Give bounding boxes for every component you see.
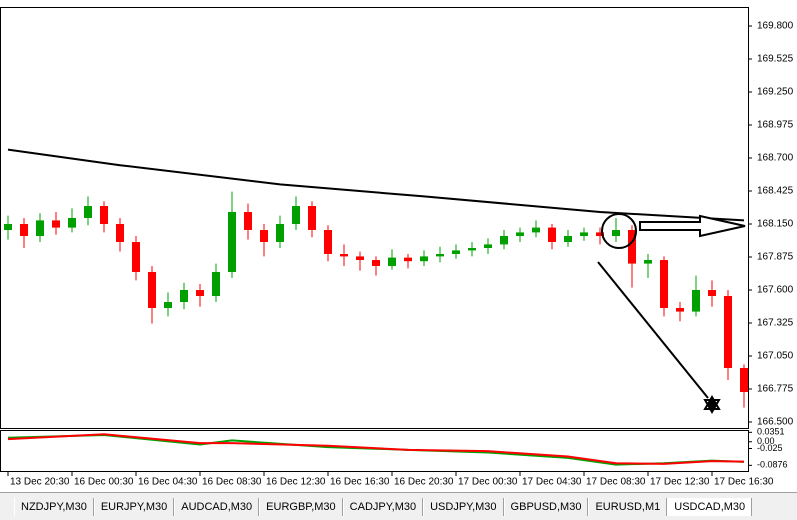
- candle-body: [628, 230, 636, 264]
- y-tick-label: 169.800: [757, 21, 794, 32]
- candle-body: [692, 290, 700, 312]
- moving-average: [7, 148, 745, 222]
- candle-body: [356, 256, 364, 260]
- candle-body: [244, 212, 252, 230]
- candle-body: [532, 227, 540, 233]
- main-frame: [0, 7, 749, 429]
- candle-body: [292, 206, 300, 224]
- star: [703, 399, 721, 414]
- candle-body: [436, 254, 444, 257]
- indicator-tick-label: 0.00: [757, 436, 775, 446]
- candle-body: [212, 272, 220, 296]
- y-tick-label: 169.525: [757, 54, 794, 65]
- y-tick-label: 167.600: [757, 285, 794, 296]
- chart-tab[interactable]: EURUSD,M1: [588, 497, 668, 516]
- y-tick-label: 168.975: [757, 120, 794, 131]
- arrow: [639, 214, 746, 238]
- candle-body: [340, 254, 348, 257]
- y-tick-label: 169.250: [757, 87, 794, 98]
- chart-tab[interactable]: USDJPY,M30: [423, 497, 504, 516]
- x-tick-label: 16 Dec 12:30: [266, 477, 326, 488]
- y-tick-label: 167.325: [757, 318, 794, 329]
- candle-body: [660, 260, 668, 308]
- indicator-line: [7, 433, 745, 465]
- chart-tab[interactable]: AUDCAD,M30: [174, 497, 260, 516]
- tab-bar: NZDJPY,M30 EURJPY,M30 AUDCAD,M30 EURGBP,M30…: [0, 492, 797, 520]
- candle-body: [164, 302, 172, 308]
- candle-body: [260, 230, 268, 242]
- x-tick-label: 17 Dec 16:30: [714, 477, 774, 488]
- annotations: [597, 213, 746, 414]
- chart-tab[interactable]: GBPUSD,M30: [503, 497, 589, 516]
- candle-body: [372, 260, 380, 266]
- candle-body: [228, 212, 236, 272]
- candle-body: [180, 290, 188, 302]
- candle-body: [644, 260, 652, 264]
- candle-body: [564, 236, 572, 242]
- candle-body: [132, 242, 140, 272]
- candle-body: [580, 232, 588, 236]
- candle-body: [516, 232, 524, 236]
- y-tick-label: 168.150: [757, 219, 794, 230]
- candle-body: [484, 244, 492, 248]
- indicator-line: [7, 434, 745, 466]
- candle-body: [20, 224, 28, 236]
- x-tick-label: 17 Dec 00:30: [458, 477, 518, 488]
- candle-body: [36, 220, 44, 236]
- x-tick-label: 17 Dec 04:30: [522, 477, 582, 488]
- candle-body: [196, 290, 204, 296]
- candle-body: [52, 220, 60, 228]
- indicator-tick-label: 0.0351: [757, 427, 785, 437]
- candle-body: [116, 224, 124, 242]
- x-tick-label: 17 Dec 12:30: [650, 477, 710, 488]
- candle-body: [468, 248, 476, 251]
- candle-body: [324, 230, 332, 254]
- candle-body: [404, 257, 412, 262]
- candle-body: [740, 368, 748, 392]
- chart-tab[interactable]: NZDJPY,M30: [14, 497, 94, 516]
- candle-body: [308, 206, 316, 230]
- y-tick-label: 168.425: [757, 186, 794, 197]
- x-tick-label: 16 Dec 16:30: [330, 477, 390, 488]
- candle-body: [4, 224, 12, 230]
- x-tick-label: 16 Dec 04:30: [138, 477, 198, 488]
- indicator-tick-label: -0.0876: [757, 460, 788, 470]
- candle-body: [548, 227, 556, 242]
- star: [703, 395, 721, 410]
- chart: 169.800 169.525 169.250 168.975 168.700 168.4…: [0, 7, 794, 488]
- candle-body: [84, 206, 92, 218]
- candle-body: [388, 257, 396, 266]
- candle-body: [420, 256, 428, 262]
- candle-body: [100, 206, 108, 224]
- candle-body: [596, 232, 604, 236]
- y-tick-label: 166.775: [757, 384, 794, 395]
- candle-body: [276, 224, 284, 242]
- circle: [601, 213, 637, 249]
- candle-body: [452, 250, 460, 254]
- chart-tab[interactable]: EURJPY,M30: [93, 497, 175, 516]
- chart-tab[interactable]: EURGBP,M30: [259, 497, 343, 516]
- y-tick-label: 167.050: [757, 351, 794, 362]
- candle-body: [724, 296, 732, 368]
- indicator-tick-label: -0.025: [757, 443, 783, 453]
- indicator-frame: [0, 430, 749, 472]
- candle-body: [148, 272, 156, 308]
- x-tick-label: 16 Dec 00:30: [74, 477, 134, 488]
- y-tick-label: 166.500: [757, 417, 794, 428]
- x-tick-label: 16 Dec 08:30: [202, 477, 262, 488]
- arrow-line: [597, 261, 709, 399]
- candle-body: [676, 308, 684, 312]
- y-tick-label: 168.700: [757, 153, 794, 164]
- candle-body: [68, 218, 76, 228]
- candle-body: [500, 236, 508, 245]
- y-tick-label: 167.875: [757, 252, 794, 263]
- x-tick-label: 17 Dec 08:30: [586, 477, 646, 488]
- x-tick-label: 16 Dec 20:30: [394, 477, 454, 488]
- chart-tab[interactable]: CADJPY,M30: [342, 497, 424, 516]
- chart-tab[interactable]: USDCAD,M30: [667, 497, 753, 516]
- candle-body: [612, 230, 620, 236]
- x-tick-label: 13 Dec 20:30: [10, 477, 70, 488]
- candle-body: [708, 290, 716, 296]
